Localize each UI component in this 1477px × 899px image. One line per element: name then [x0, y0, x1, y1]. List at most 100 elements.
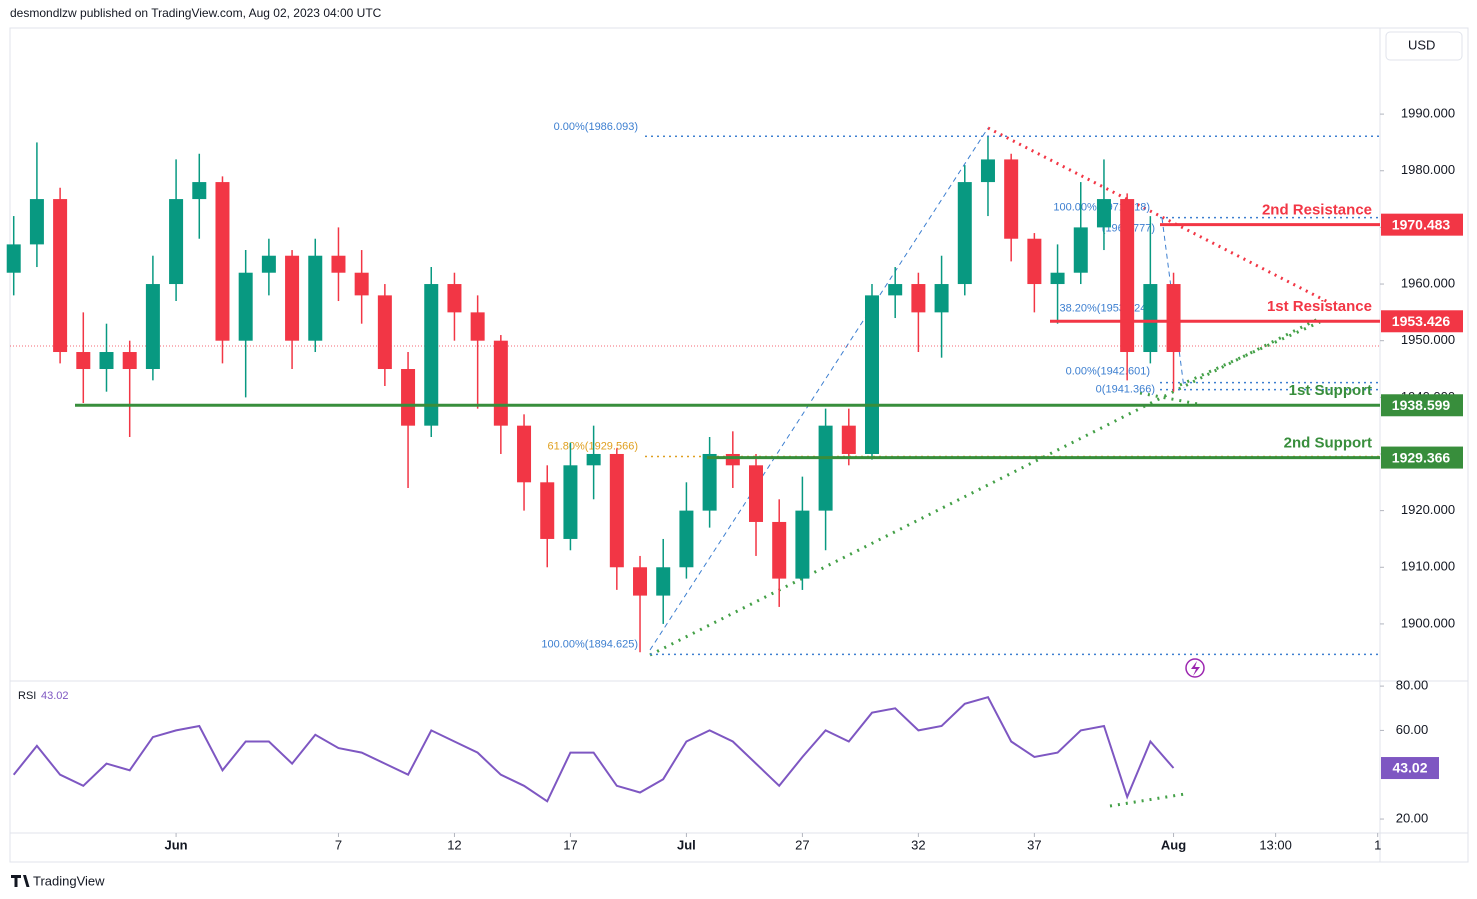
candle-body: [864, 295, 879, 454]
level-price: 1929.366: [1392, 449, 1451, 465]
support-trendline: [649, 316, 1321, 657]
level-price: 1938.599: [1392, 397, 1451, 413]
candle-body: [76, 352, 91, 370]
candle-body: [1027, 238, 1042, 285]
y-tick-label: 1950.000: [1401, 332, 1455, 347]
candle-body: [609, 453, 624, 568]
candle-body: [888, 284, 903, 296]
x-tick-label: 7: [335, 837, 342, 852]
candle-body: [401, 369, 416, 426]
fib-label: 100.00%(1894.625): [541, 638, 638, 650]
candle-body: [238, 272, 253, 341]
rsi-line: [12, 696, 1175, 803]
candle-body: [122, 352, 137, 370]
candle-body: [517, 425, 532, 483]
candle-body: [99, 352, 114, 370]
candle-body: [424, 284, 439, 426]
level-price-box: [1381, 394, 1463, 417]
fib-label: 38.20%(1953.224): [1059, 302, 1150, 314]
candle-body: [702, 453, 717, 511]
candle-body: [285, 255, 300, 341]
candle-body: [586, 453, 601, 466]
candle-body: [911, 284, 926, 313]
x-tick-label: 17: [563, 837, 577, 852]
level-name: 1st Resistance: [1267, 298, 1372, 315]
rsi-tick-label: 60.00: [1396, 722, 1429, 737]
candle-body: [540, 482, 555, 539]
candle-body: [679, 510, 694, 568]
candle-body: [169, 199, 184, 285]
level-name: 2nd Support: [1284, 435, 1372, 452]
event-bolt: [1191, 661, 1200, 676]
support-trendline-3: [1139, 391, 1199, 406]
candle-body: [656, 567, 671, 596]
x-tick-label: Jul: [677, 837, 696, 852]
chart-frame: [9, 27, 1469, 863]
currency-label: USD: [1408, 37, 1435, 52]
candle-body: [493, 340, 508, 426]
candle-body: [53, 199, 68, 353]
candle-body: [1120, 199, 1135, 353]
rsi-value-label: 43.02: [1392, 760, 1427, 776]
support-trendline-2: [1179, 320, 1321, 387]
candle-body: [1004, 159, 1019, 239]
candle-body: [377, 295, 392, 370]
level-price-box: [1381, 446, 1463, 469]
fib-label: 0.00%(1986.093): [554, 121, 638, 133]
candle-body: [470, 312, 485, 341]
resistance-trendline: [987, 126, 1331, 305]
x-tick-label: Jun: [165, 837, 188, 852]
y-tick-label: 1980.000: [1401, 162, 1455, 177]
candle-body: [192, 182, 207, 200]
candle-body: [1166, 284, 1181, 353]
candle-body: [308, 255, 323, 341]
rsi-tick-label: 80.00: [1396, 678, 1429, 693]
rsi-current: 43.02: [41, 690, 69, 702]
candle-body: [563, 465, 578, 539]
x-tick-label: Aug: [1161, 837, 1186, 852]
candle-body: [6, 244, 21, 273]
y-tick-label: 1920.000: [1401, 502, 1455, 517]
rsi-tick-label: 20.00: [1396, 810, 1429, 825]
candle-body: [818, 425, 833, 511]
fib-label: 0.00%(1942.601): [1066, 366, 1150, 378]
candle-body: [145, 284, 160, 370]
candle-body: [795, 510, 810, 579]
candle-body: [261, 255, 276, 273]
candle-body: [841, 425, 856, 454]
candle-body: [1143, 284, 1158, 353]
x-tick-label: 37: [1027, 837, 1041, 852]
level-price-box: [1381, 310, 1463, 333]
candle-body: [957, 182, 972, 285]
rsi-title: RSI: [18, 690, 36, 702]
tradingview-logo: [11, 875, 30, 887]
fib-label: 0(1941.366): [1096, 384, 1155, 396]
fib-label: 61.80%(1929.566): [547, 440, 638, 452]
x-tick-label: 13:00: [1259, 837, 1292, 852]
level-name: 1st Support: [1289, 382, 1372, 399]
currency-button[interactable]: [1385, 31, 1463, 61]
candle-body: [1096, 199, 1111, 228]
candle-body: [354, 272, 369, 296]
level-price: 1970.483: [1392, 216, 1451, 232]
x-tick-label: 12: [447, 837, 461, 852]
candle-body: [725, 453, 740, 466]
level-price-box: [1381, 213, 1463, 236]
candle-body: [447, 284, 462, 313]
level-name: 2nd Resistance: [1262, 202, 1372, 219]
publisher-header: desmondlzw published on TradingView.com,…: [10, 6, 382, 20]
candle-body: [980, 159, 995, 183]
candle-body: [633, 567, 648, 596]
x-tick-label: 32: [911, 837, 925, 852]
candle-body: [1073, 227, 1088, 273]
y-tick-label: 1910.000: [1401, 559, 1455, 574]
candle-body: [215, 182, 230, 341]
y-tick-label: 1900.000: [1401, 615, 1455, 630]
y-tick-label: 1990.000: [1401, 106, 1455, 121]
candle-body: [749, 465, 764, 522]
level-price: 1953.426: [1392, 313, 1451, 329]
candle-body: [29, 199, 44, 245]
candle-body: [772, 521, 787, 579]
